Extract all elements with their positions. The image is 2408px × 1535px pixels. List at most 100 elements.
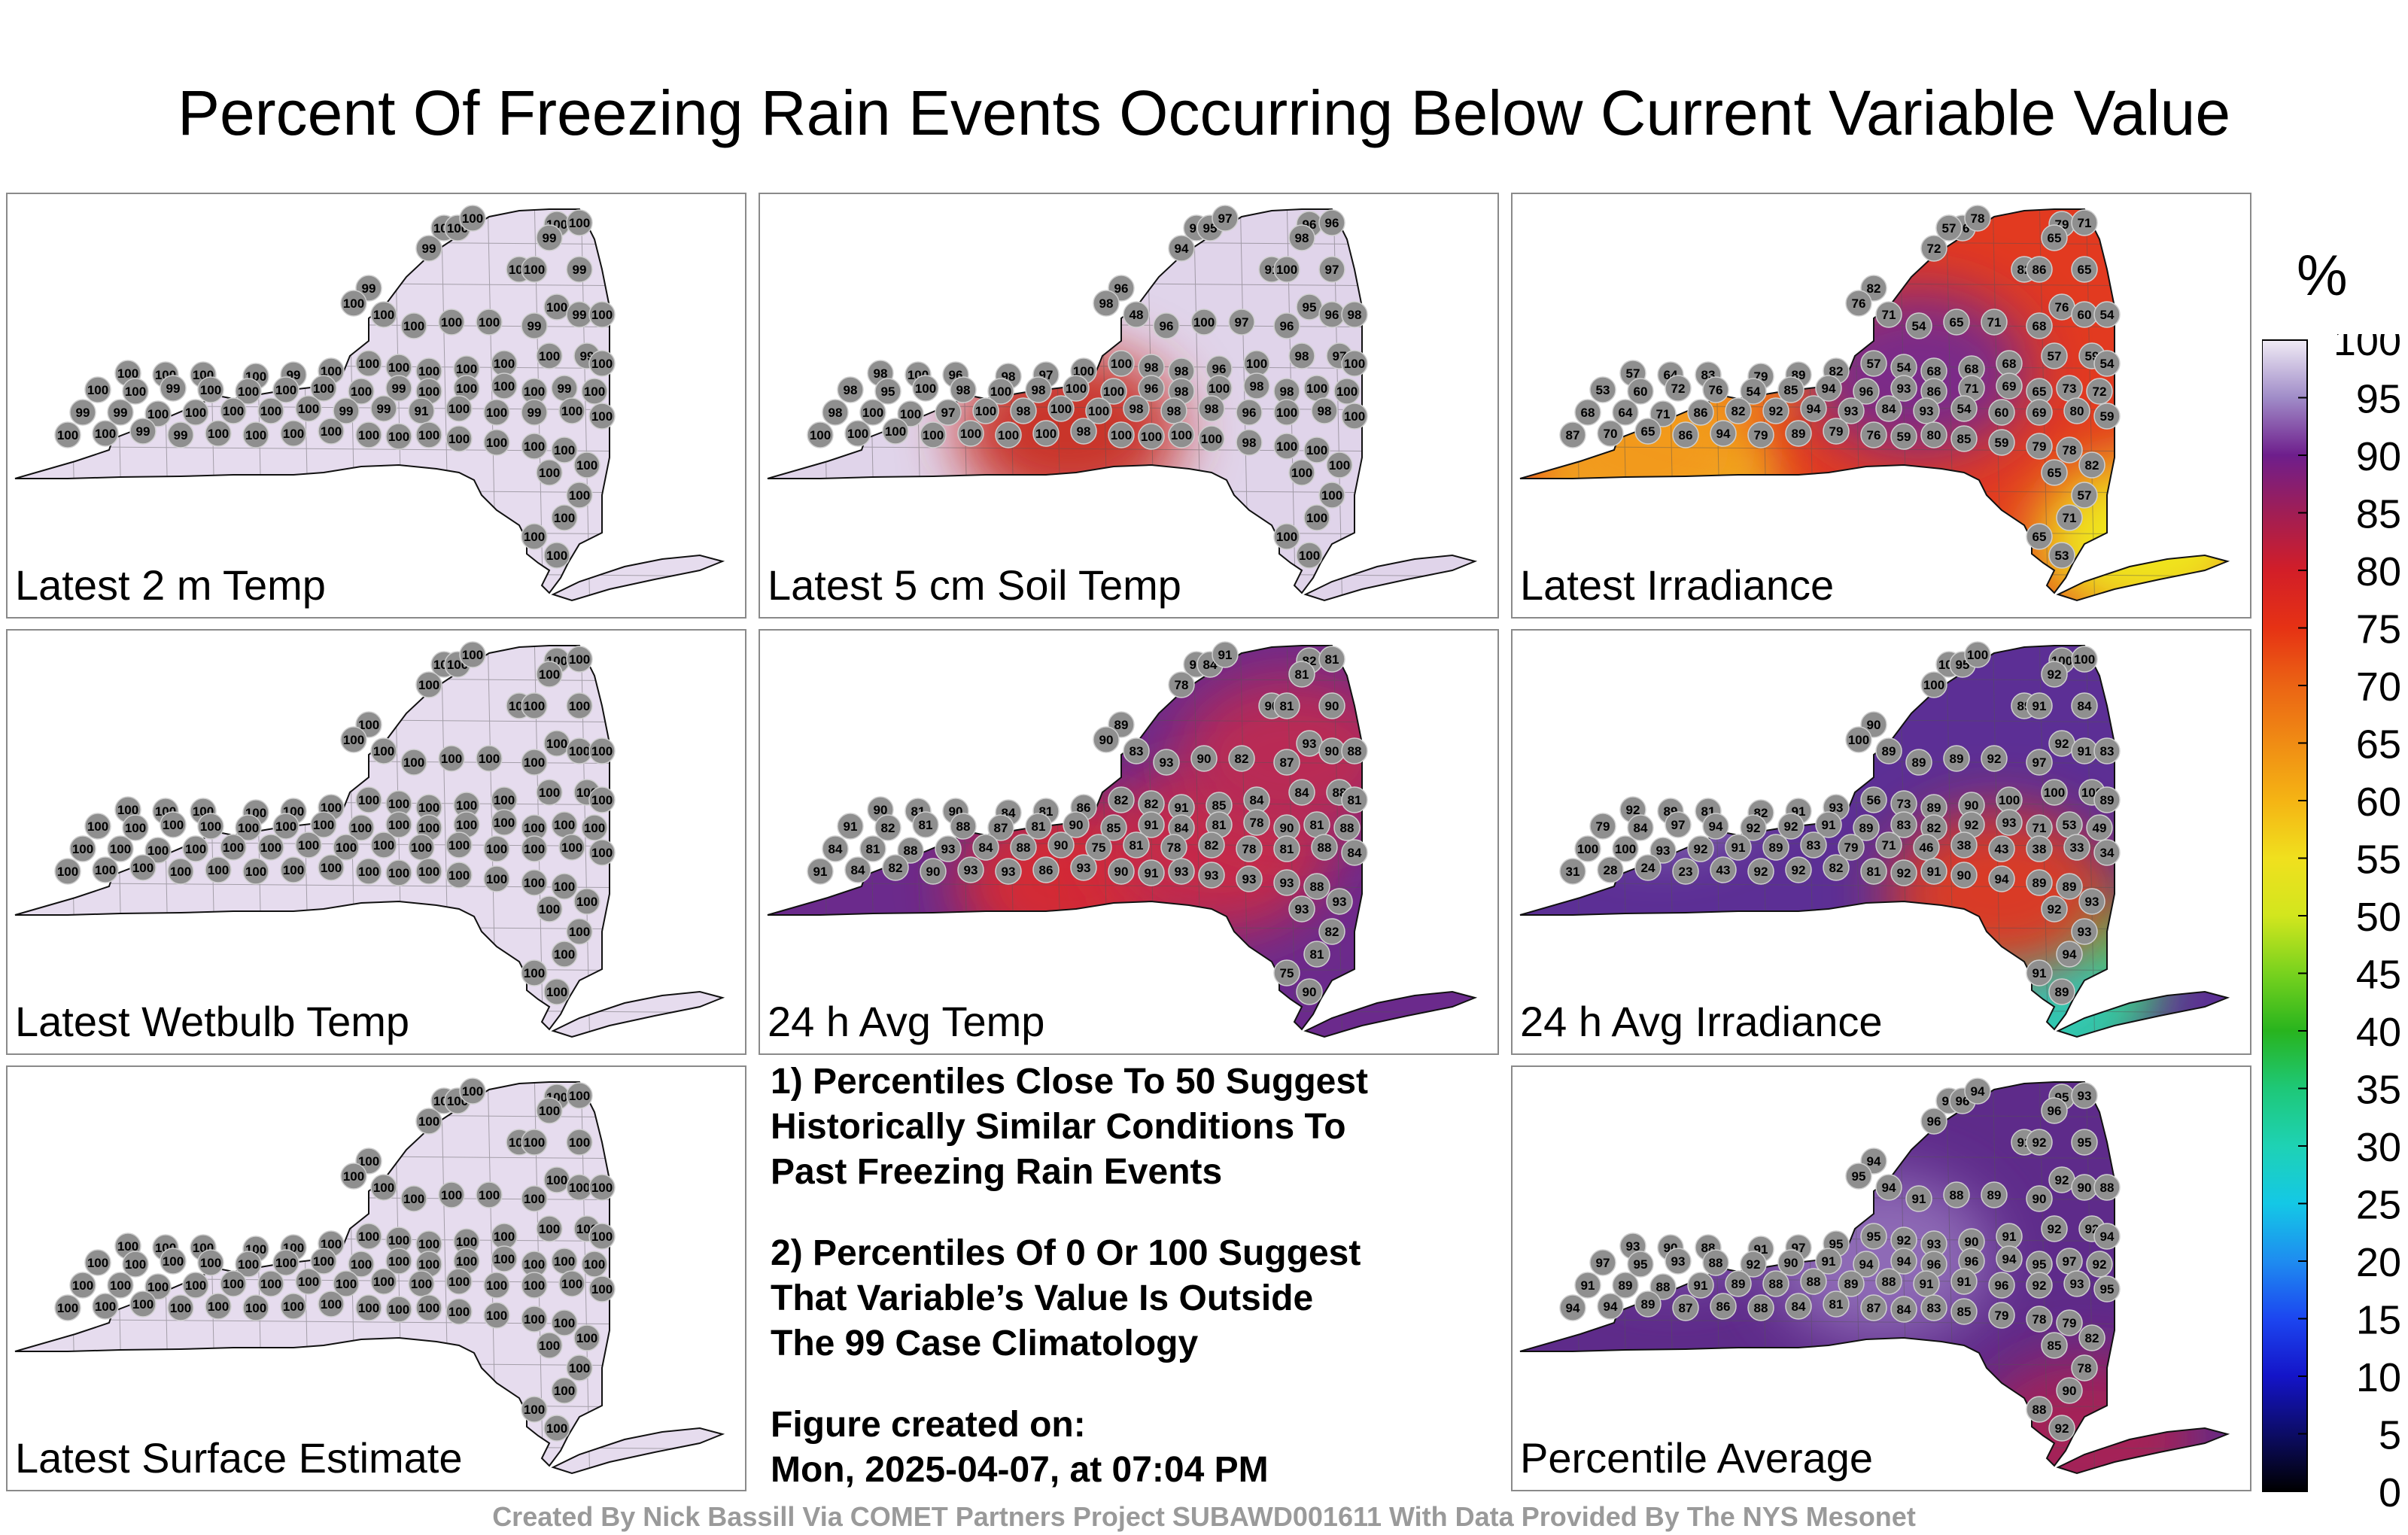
station-value: 93 — [1927, 1237, 1941, 1251]
station-value: 100 — [1344, 357, 1365, 371]
station-value: 100 — [95, 1299, 116, 1314]
station-value: 84 — [1792, 1299, 1806, 1314]
map-panel-latest-surface-estimate: 100 100 100 100 100 100 100 100 100 100 100 100 100 1… — [6, 1065, 746, 1491]
station-value: 85 — [1957, 1305, 1972, 1319]
station-value: 71 — [2033, 821, 2047, 835]
station-marker: 38 — [1950, 831, 1978, 859]
panel-label: Percentile Average — [1520, 1434, 1874, 1482]
station-value: 100 — [975, 404, 996, 418]
station-marker: 90 — [920, 858, 947, 885]
station-marker: 100 — [566, 482, 593, 509]
station-value: 90 — [2033, 1192, 2047, 1206]
station-marker: 93 — [2078, 888, 2105, 915]
station-value: 99 — [422, 242, 436, 256]
station-marker: 100 — [581, 1251, 608, 1278]
station-marker: 78 — [2071, 1354, 2098, 1382]
station-marker: 100 — [588, 1174, 616, 1201]
station-marker: 24 — [1634, 854, 1662, 881]
station-value: 72 — [1671, 381, 1686, 396]
station-value: 94 — [1604, 1299, 1618, 1314]
notes-block: 1) Percentiles Close To 50 Suggest Histo… — [771, 1059, 1493, 1529]
field-anomaly — [1621, 238, 1847, 404]
station-marker: 100 — [445, 395, 473, 422]
station-marker: 98 — [1070, 418, 1097, 445]
station-value: 100 — [223, 840, 244, 855]
station-marker: 100 — [333, 1270, 360, 1297]
station-marker: 99 — [521, 312, 548, 339]
station-value: 100 — [847, 427, 868, 441]
station-marker: 57 — [2071, 482, 2098, 509]
station-marker: 100 — [295, 1268, 322, 1295]
station-marker: 65 — [2041, 224, 2068, 251]
station-value: 100 — [524, 1192, 545, 1206]
station-value: 94 — [1897, 1254, 1911, 1269]
station-value: 90 — [1325, 699, 1339, 713]
station-value: 100 — [456, 1235, 477, 1249]
station-marker: 100 — [272, 813, 299, 840]
station-value: 89 — [1619, 1278, 1633, 1293]
station-marker: 100 — [370, 737, 397, 764]
station-value: 91 — [2033, 966, 2047, 980]
station-marker: 88 — [1303, 873, 1330, 900]
station-marker: 88 — [1800, 1268, 1827, 1295]
station-value: 71 — [1987, 315, 2002, 330]
station-value: 100 — [298, 402, 319, 416]
station-value: 54 — [2100, 357, 2115, 371]
station-marker: 91 — [1687, 1272, 1714, 1299]
station-value: 100 — [57, 428, 78, 442]
station-value: 89 — [1950, 752, 1964, 766]
station-marker: 100 — [566, 1354, 593, 1382]
station-marker: 100 — [182, 399, 209, 426]
station-value: 93 — [1671, 1254, 1686, 1269]
station-value: 100 — [1103, 385, 1124, 399]
station-value: 88 — [1318, 840, 1332, 855]
station-value: 98 — [1348, 308, 1362, 322]
station-value: 100 — [245, 428, 266, 442]
station-value: 88 — [2033, 1403, 2047, 1417]
station-marker: 60 — [2071, 301, 2098, 328]
station-marker: 93 — [1198, 862, 1225, 889]
station-marker: 87 — [1672, 1294, 1699, 1321]
station-value: 100 — [313, 381, 334, 396]
station-marker: 71 — [1875, 831, 1902, 859]
station-marker: 91 — [1815, 811, 1842, 838]
station-value: 100 — [411, 1277, 432, 1291]
colorbar-tick-label: 50 — [2356, 895, 2401, 940]
station-value: 100 — [1321, 488, 1342, 503]
station-marker: 91 — [1138, 811, 1165, 838]
station-value: 100 — [223, 404, 244, 418]
station-value: 100 — [591, 357, 613, 371]
station-marker: 100 — [400, 749, 427, 776]
station-marker: 90 — [1273, 814, 1300, 841]
station-marker: 100 — [295, 831, 322, 859]
station-value: 100 — [486, 872, 507, 886]
station-marker: 93 — [1890, 375, 1917, 402]
station-value: 93 — [1077, 861, 1091, 875]
station-value: 93 — [1175, 865, 1189, 879]
station-value: 89 — [1114, 718, 1129, 732]
station-value: 91 — [813, 865, 828, 879]
station-marker: 65 — [2026, 523, 2053, 550]
station-marker: 100 — [160, 1248, 187, 1275]
station-marker: 91 — [408, 397, 435, 424]
station-value: 100 — [569, 699, 590, 713]
station-value: 89 — [1844, 1277, 1859, 1291]
station-value: 100 — [441, 1188, 462, 1202]
station-marker: 99 — [167, 421, 194, 448]
station-marker: 100 — [318, 1290, 345, 1318]
station-marker: 100 — [483, 399, 510, 426]
station-marker: 93 — [1153, 749, 1180, 776]
station-value: 100 — [245, 865, 266, 879]
station-marker: 93 — [1296, 730, 1323, 757]
station-value: 43 — [1716, 863, 1731, 877]
station-marker: 96 — [1318, 209, 1345, 236]
station-value: 84 — [1348, 846, 1362, 860]
station-value: 82 — [1325, 925, 1339, 939]
station-value: 85 — [2048, 1339, 2062, 1353]
station-marker: 94 — [1559, 1294, 1586, 1321]
station-marker: 69 — [1996, 372, 2023, 400]
map-panel-24h-avg-irradiance: 100 95 100 100 100 92 100 89 91 84 90 100 89 89 89 92 97… — [1511, 629, 2251, 1055]
